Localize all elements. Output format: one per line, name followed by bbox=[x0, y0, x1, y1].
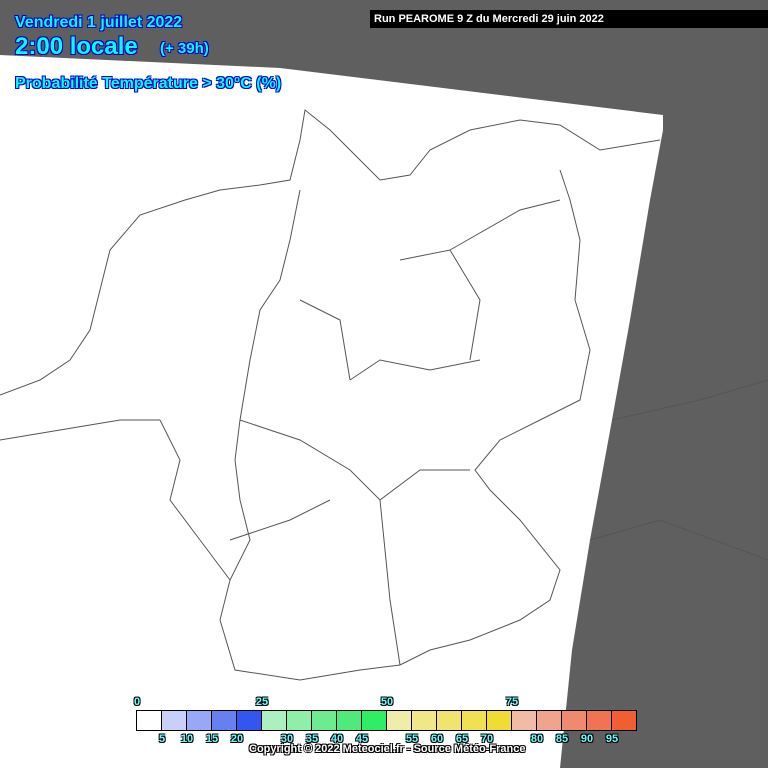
model-domain bbox=[0, 55, 663, 768]
legend-label-bottom: 15 bbox=[205, 733, 219, 745]
lead-time: (+ 39h) bbox=[160, 40, 209, 57]
legend-label-bottom: 95 bbox=[605, 733, 619, 745]
legend-label-top: 75 bbox=[505, 696, 519, 708]
legend-swatch bbox=[512, 711, 537, 730]
legend-label-top: 50 bbox=[380, 696, 394, 708]
legend-swatch bbox=[437, 711, 462, 730]
legend-label-bottom: 90 bbox=[580, 733, 594, 745]
legend-swatch bbox=[612, 711, 636, 730]
legend-swatch bbox=[537, 711, 562, 730]
legend-label-bottom: 70 bbox=[480, 733, 494, 745]
legend-swatch bbox=[412, 711, 437, 730]
borders bbox=[0, 109, 768, 681]
legend-swatch bbox=[587, 711, 612, 730]
neighbor-borders bbox=[0, 379, 768, 581]
legend-swatch bbox=[162, 711, 187, 730]
legend-label-bottom: 45 bbox=[355, 733, 369, 745]
legend-label-top: 25 bbox=[255, 696, 269, 708]
legend-swatch bbox=[237, 711, 262, 730]
copyright: Copyright © 2022 Meteociel.fr - Source M… bbox=[249, 743, 526, 755]
legend-swatch bbox=[387, 711, 412, 730]
legend-label-bottom: 80 bbox=[530, 733, 544, 745]
legend-label-top: 0 bbox=[133, 696, 141, 708]
legend-label-bottom: 60 bbox=[430, 733, 444, 745]
run-info: Run PEAROME 9 Z du Mercredi 29 juin 2022 bbox=[370, 10, 768, 28]
legend-swatch bbox=[262, 711, 287, 730]
legend-label-bottom: 10 bbox=[180, 733, 194, 745]
legend-label-bottom: 30 bbox=[280, 733, 294, 745]
legend-label-bottom: 65 bbox=[455, 733, 469, 745]
legend-swatch bbox=[287, 711, 312, 730]
legend-label-bottom: 35 bbox=[305, 733, 319, 745]
forecast-date: Vendredi 1 juillet 2022 bbox=[15, 14, 183, 31]
parameter-title: Probabilité Température > 30°C (%) bbox=[15, 75, 282, 92]
legend-swatch bbox=[137, 711, 162, 730]
legend-swatch bbox=[562, 711, 587, 730]
state-borders bbox=[229, 199, 561, 666]
legend-label-bottom: 85 bbox=[555, 733, 569, 745]
legend-swatch bbox=[462, 711, 487, 730]
legend-swatch bbox=[337, 711, 362, 730]
legend-label-bottom: 5 bbox=[158, 733, 166, 745]
legend-swatch bbox=[212, 711, 237, 730]
forecast-time: 2:00 locale bbox=[15, 33, 138, 60]
legend-label-bottom: 55 bbox=[405, 733, 419, 745]
legend-swatch bbox=[312, 711, 337, 730]
legend-swatch bbox=[187, 711, 212, 730]
legend-label-bottom: 40 bbox=[330, 733, 344, 745]
legend-swatch bbox=[362, 711, 387, 730]
legend-label-bottom: 20 bbox=[230, 733, 244, 745]
color-legend bbox=[136, 710, 637, 731]
coastline bbox=[0, 109, 661, 396]
legend-swatch bbox=[487, 711, 512, 730]
